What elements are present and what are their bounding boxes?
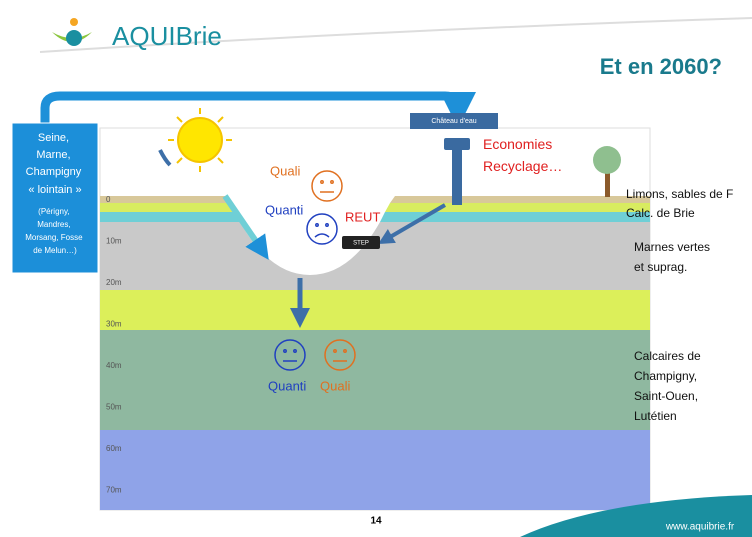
- depth-label: 60m: [106, 444, 122, 453]
- reuse-arrow: [378, 203, 447, 245]
- water-tower: [444, 138, 470, 205]
- depth-label: 70m: [106, 486, 122, 495]
- economies-line: Economies: [483, 136, 552, 152]
- layer-label: Calcaires de: [634, 349, 701, 363]
- smiley-neutral: [311, 170, 343, 202]
- chateau-label: Château d'eau: [431, 118, 476, 125]
- layer-labels: Limons, sables de F Calc. de Brie Marnes…: [626, 187, 733, 423]
- layer-label: Lutétien: [634, 409, 677, 423]
- layer-label: et suprag.: [634, 260, 687, 274]
- layer-label: Calc. de Brie: [626, 206, 695, 220]
- sun: [168, 108, 232, 172]
- smiley-neutral: [274, 339, 306, 371]
- source-line: « lointain »: [28, 184, 81, 196]
- layer-label: Champigny,: [634, 369, 697, 383]
- layer-label: Marnes vertes: [634, 240, 710, 254]
- quanti-label: Quanti: [268, 378, 306, 393]
- step-label: STEP: [353, 241, 369, 247]
- economies-line: Recyclage…: [483, 158, 562, 174]
- depth-label: 40m: [106, 361, 122, 370]
- quali-label: Quali: [270, 163, 300, 178]
- depth-labels: 0 10m 20m 30m 40m 50m 60m 70m: [106, 195, 122, 495]
- slide-title: Et en 2060?: [600, 54, 722, 79]
- step-box: [342, 236, 380, 249]
- source-detail-line: Mandres,: [37, 220, 70, 229]
- depth-label: 50m: [106, 403, 122, 412]
- header-curve: [39, 17, 752, 53]
- source-box: [11, 122, 99, 274]
- smiley-sad: [306, 213, 338, 245]
- logo-icon: [52, 18, 92, 46]
- source-line: Seine,: [38, 132, 69, 144]
- layer-label: Limons, sables de F: [626, 187, 733, 201]
- depth-label: 0: [106, 195, 111, 204]
- tree: [593, 146, 621, 197]
- economies-text: Economies Recyclage…: [483, 136, 562, 174]
- strata: [100, 194, 650, 510]
- source-detail-line: de Melun…): [33, 246, 77, 255]
- footer-url: www.aquibrie.fr: [665, 522, 735, 533]
- quanti-label: Quanti: [265, 202, 303, 217]
- logo-text: AQUIBrie: [112, 21, 222, 51]
- source-detail: (Périgny, Mandres, Morsang, Fosse de Mel…: [25, 207, 85, 255]
- smiley-neutral: [324, 339, 356, 371]
- source-line: Marne,: [36, 149, 70, 161]
- depth-label: 10m: [106, 237, 122, 246]
- source-text: Seine, Marne, Champigny « lointain »: [26, 132, 85, 196]
- quali-label: Quali: [320, 378, 350, 393]
- chateau-box: [410, 113, 498, 129]
- page-number: 14: [370, 516, 382, 527]
- source-detail-line: Morsang, Fosse: [25, 233, 83, 242]
- layer-label: Saint-Ouen,: [634, 389, 698, 403]
- depth-label: 20m: [106, 278, 122, 287]
- source-line: Champigny: [26, 166, 82, 178]
- supply-arrow: [40, 91, 476, 128]
- cloud: [158, 149, 172, 167]
- footer-swoosh: [520, 495, 752, 537]
- depth-label: 30m: [106, 320, 122, 329]
- reut-label: REUT: [345, 209, 380, 224]
- source-detail-line: (Périgny,: [38, 207, 69, 216]
